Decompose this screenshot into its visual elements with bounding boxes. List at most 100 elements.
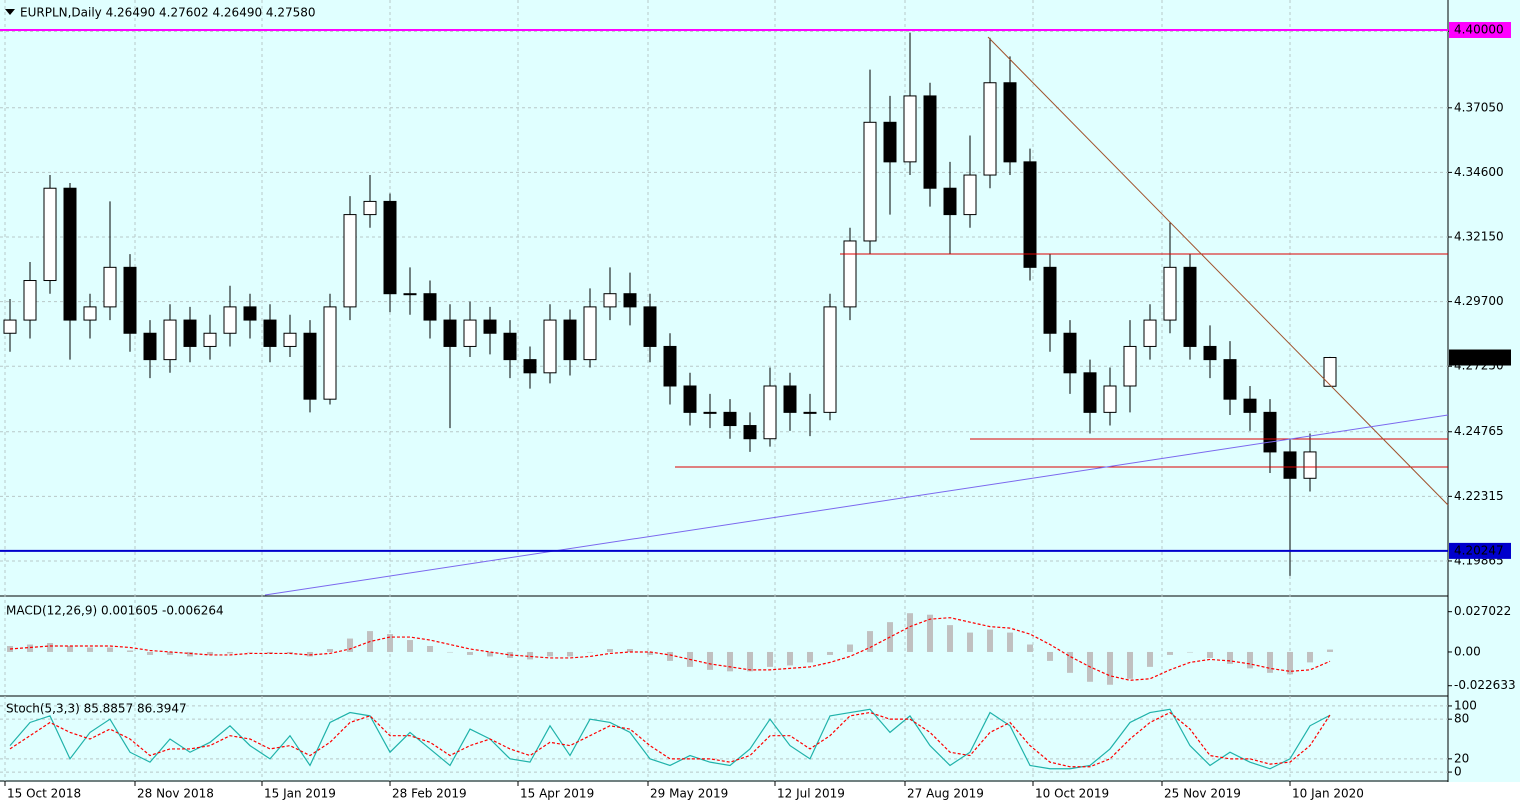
price-tag xyxy=(1449,542,1511,559)
overlay: 4.399504.370504.346004.321504.297004.272… xyxy=(0,22,1516,801)
indicator-title: MACD(12,26,9) 0.001605 -0.006264 xyxy=(6,604,224,618)
macd-bar xyxy=(407,640,413,652)
candle-body xyxy=(363,200,377,216)
candle-body xyxy=(503,332,517,361)
signal-line xyxy=(9,711,1331,768)
macd-bar xyxy=(267,651,273,654)
candle-body xyxy=(323,306,337,400)
candle-body xyxy=(43,187,57,282)
price-tag-label: 4.40000 xyxy=(1454,23,1504,37)
macd-bar xyxy=(107,647,113,652)
candle-body xyxy=(1203,345,1217,361)
macd-bar xyxy=(87,647,93,652)
candle-body xyxy=(923,95,937,189)
y-tick-label: 20 xyxy=(1454,751,1469,765)
y-tick-label: 0.027022 xyxy=(1454,604,1511,618)
candle-body xyxy=(3,319,17,334)
candle-body xyxy=(663,345,677,387)
macd-bar xyxy=(807,651,813,663)
candle-body xyxy=(843,240,857,308)
y-tick-label: 4.24765 xyxy=(1454,424,1504,438)
menu-arrow[interactable] xyxy=(5,9,15,15)
x-tick-label: 15 Oct 2018 xyxy=(7,787,81,801)
macd-bar xyxy=(1187,651,1193,653)
macd-bar xyxy=(867,631,873,652)
macd-bar xyxy=(347,638,353,652)
candle-body xyxy=(563,319,577,361)
x-tick-label: 12 Jul 2019 xyxy=(777,787,845,801)
macd-bar xyxy=(1247,651,1253,669)
candle-body xyxy=(1143,319,1157,347)
candle-body xyxy=(543,319,557,374)
candle-body xyxy=(1123,345,1137,387)
candle-body xyxy=(583,306,597,361)
indicator-title: Stoch(5,3,3) 85.8857 86.3947 xyxy=(6,702,187,716)
y-tick-label: 0.00 xyxy=(1454,644,1481,658)
macd-bar xyxy=(207,651,213,655)
candle-body xyxy=(1303,451,1317,479)
candle-body xyxy=(703,411,717,414)
candle-body xyxy=(983,82,997,176)
macd-bar xyxy=(907,613,913,652)
macd-bar xyxy=(1007,632,1013,652)
macd-bar xyxy=(127,650,133,652)
macd-bar xyxy=(987,629,993,652)
main-line xyxy=(9,708,1331,770)
y-tick-label: 0 xyxy=(1454,765,1462,779)
candle-body xyxy=(623,293,637,308)
y-tick-label: 4.22315 xyxy=(1454,489,1504,503)
candle-body xyxy=(1083,372,1097,413)
macd-bar xyxy=(327,648,333,652)
macd-bar xyxy=(1167,651,1173,655)
macd-bar xyxy=(1147,651,1153,667)
macd-bar xyxy=(527,651,533,660)
y-tick-label: 4.32150 xyxy=(1454,230,1504,244)
macd-bar xyxy=(507,651,513,658)
candle-body xyxy=(1063,332,1077,374)
macd-bar xyxy=(47,643,53,652)
macd-bar xyxy=(1287,651,1293,675)
candle-body xyxy=(1263,411,1277,453)
macd-bar xyxy=(227,651,233,654)
candle-body xyxy=(823,306,837,413)
candle-body xyxy=(963,174,977,216)
macd-bar xyxy=(547,651,553,657)
x-tick-label: 10 Jan 2020 xyxy=(1292,787,1364,801)
price-tag xyxy=(1449,22,1511,39)
candle-body xyxy=(423,293,437,321)
macd-bar xyxy=(587,651,593,653)
macd-bar xyxy=(787,651,793,666)
macd-bar xyxy=(67,646,73,652)
candle-body xyxy=(1003,82,1017,163)
candle-body xyxy=(1043,266,1057,334)
macd-bar xyxy=(1127,651,1133,679)
plot-background xyxy=(0,0,1520,782)
candle-body xyxy=(883,121,897,163)
macd-bar xyxy=(287,651,293,654)
chart-title: EURPLN,Daily 4.26490 4.27602 4.26490 4.2… xyxy=(20,6,316,20)
candle-body xyxy=(243,306,257,321)
macd-bar xyxy=(767,651,773,667)
macd-bar xyxy=(927,614,933,652)
candle-body xyxy=(63,187,77,321)
candle-body xyxy=(203,332,217,347)
macd-bar xyxy=(627,648,633,652)
macd-bar xyxy=(307,651,313,657)
x-tick-label: 15 Apr 2019 xyxy=(520,787,594,801)
macd-bar xyxy=(427,646,433,652)
candle-body xyxy=(643,306,657,347)
y-tick-label: 80 xyxy=(1454,712,1469,726)
candle-body xyxy=(1163,266,1177,321)
macd-bar xyxy=(147,651,153,655)
candle-body xyxy=(943,187,957,216)
candle-body xyxy=(283,332,297,347)
candle-body xyxy=(223,306,237,334)
candle-body xyxy=(783,385,797,413)
x-tick-label: 28 Feb 2019 xyxy=(392,787,467,801)
macd-bar xyxy=(447,651,453,653)
candle-body xyxy=(123,266,137,334)
y-tick-label: 4.34600 xyxy=(1454,165,1504,179)
candle-body xyxy=(443,319,457,347)
macd-bar xyxy=(1267,651,1273,673)
